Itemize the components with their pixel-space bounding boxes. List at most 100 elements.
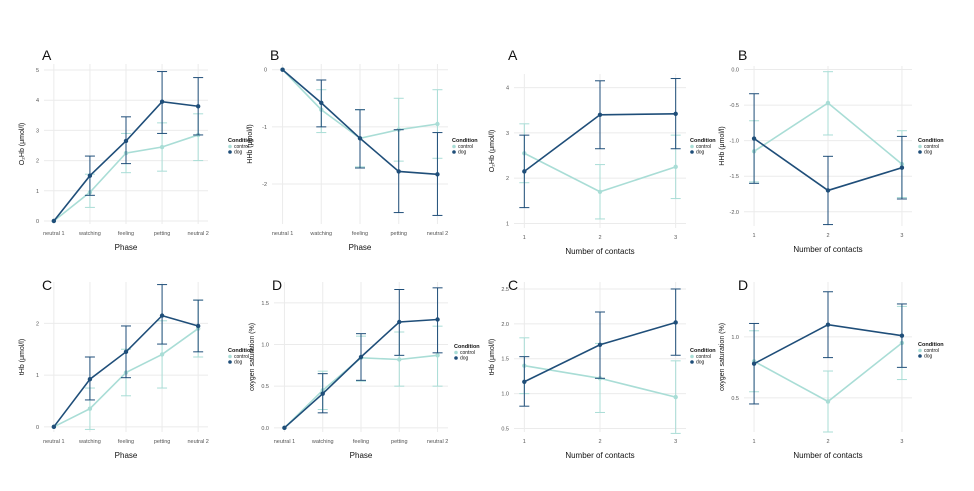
data-point-dog [87, 377, 93, 382]
y-tick-label: 0 [36, 219, 39, 225]
x-tick-label: neutral 1 [43, 231, 64, 237]
y-tick-label: 1.5 [501, 357, 509, 363]
data-point-control [825, 100, 831, 106]
y-tick-label: 4 [506, 86, 509, 92]
data-point-control [435, 353, 440, 358]
data-point-dog [899, 333, 905, 338]
data-point-control [397, 357, 402, 362]
data-point-dog [522, 379, 527, 384]
legend-swatch-dog [452, 150, 456, 154]
y-tick-label: 0.5 [261, 384, 269, 390]
y-tick-label: 5 [36, 68, 39, 74]
legend-swatch-control [228, 354, 232, 359]
x-axis-title: Number of contacts [565, 247, 634, 256]
x-tick-label: 2 [598, 439, 601, 445]
data-point-dog [435, 317, 440, 322]
x-tick-label: 3 [674, 235, 677, 241]
y-tick-label: 1.0 [731, 335, 739, 341]
y-axis-title: oxygen saturation (%) [719, 323, 726, 391]
legend-label-dog: dog [696, 150, 705, 156]
x-tick-label: 2 [598, 235, 601, 241]
legend-title: Condition [454, 344, 480, 350]
data-point-dog [195, 104, 201, 109]
legend-swatch-control [452, 144, 456, 149]
y-tick-label: 0.5 [501, 427, 509, 433]
legend-label-dog: dog [696, 360, 705, 366]
y-tick-label: 2.0 [501, 322, 509, 328]
x-axis-title: Phase [350, 451, 373, 460]
data-point-dog [195, 323, 201, 329]
data-point-dog [397, 319, 402, 325]
data-point-dog [123, 138, 129, 144]
legend-swatch-dog [228, 150, 232, 154]
data-point-dog [597, 342, 603, 347]
legend-swatch-control [228, 144, 232, 149]
data-point-dog [358, 354, 364, 360]
x-axis-title: Phase [349, 243, 372, 252]
y-tick-label: 1 [36, 373, 39, 379]
data-point-dog [320, 391, 325, 396]
data-point-dog [751, 361, 757, 366]
y-tick-label: 1 [36, 189, 39, 195]
panel-label: D [272, 277, 282, 293]
series-control [282, 325, 443, 431]
x-tick-label: watching [311, 439, 334, 445]
y-axis-title: O₂Hb (μmol/l) [489, 130, 496, 173]
y-axis-title: tHb (μmol/l) [489, 339, 496, 375]
data-point-dog [51, 218, 57, 224]
x-tick-label: 1 [523, 235, 526, 241]
x-tick-label: neutral 1 [274, 439, 295, 445]
x-tick-label: neutral 2 [187, 439, 208, 445]
y-tick-label: 1 [506, 221, 509, 227]
legend-label-dog: dog [460, 356, 469, 362]
data-point-control [825, 399, 831, 404]
x-tick-label: 2 [826, 233, 829, 239]
panel-label: C [508, 277, 518, 293]
legend-title: Condition [690, 138, 716, 144]
y-axis-title: oxygen saturation (%) [249, 323, 256, 391]
x-tick-label: petting [154, 231, 171, 237]
x-tick-label: watching [78, 231, 101, 237]
series-dog [51, 71, 204, 224]
data-point-dog [522, 169, 527, 174]
data-point-control [435, 121, 440, 127]
y-axis-title: HHb (μmol/l) [719, 126, 726, 165]
x-axis-title: Phase [115, 243, 138, 252]
data-point-dog [51, 424, 57, 430]
y-axis-title: O₂Hb (μmol/l) [19, 123, 26, 166]
x-tick-label: watching [78, 439, 101, 445]
legend-title: Condition [918, 138, 944, 144]
data-point-dog [435, 172, 440, 177]
y-tick-label: -1.0 [730, 139, 739, 145]
data-point-dog [396, 169, 401, 174]
legend-label-control: control [234, 354, 249, 360]
data-point-dog [357, 136, 363, 141]
x-tick-label: neutral 1 [43, 439, 64, 445]
series-dog [519, 78, 681, 209]
x-tick-label: feeling [118, 231, 134, 237]
x-tick-label: 3 [674, 439, 677, 445]
x-tick-label: feeling [118, 439, 134, 445]
x-axis-title: Phase [115, 451, 138, 460]
chart-panel-1: 0 1 2 3 4 5 neutral 1 watching feeling petting neu… [19, 47, 254, 252]
legend-swatch-control [918, 144, 922, 149]
chart-panel-2: 0 -1 -2 neutral 1 watching feeling petting neut… [247, 47, 478, 252]
y-axis-title: HHb (μmol/l) [247, 124, 254, 163]
x-tick-label: feeling [353, 439, 369, 445]
y-axis-title: tHb (μmol/l) [19, 339, 26, 375]
y-tick-label: 0.5 [731, 396, 739, 402]
x-tick-label: petting [154, 439, 171, 445]
data-point-control [87, 406, 93, 411]
legend-swatch-control [918, 348, 922, 353]
legend-label-control: control [460, 350, 475, 356]
series-control [280, 67, 443, 168]
panel-label: D [738, 277, 748, 293]
y-tick-label: 1.0 [501, 392, 509, 398]
x-tick-label: 1 [753, 439, 756, 445]
